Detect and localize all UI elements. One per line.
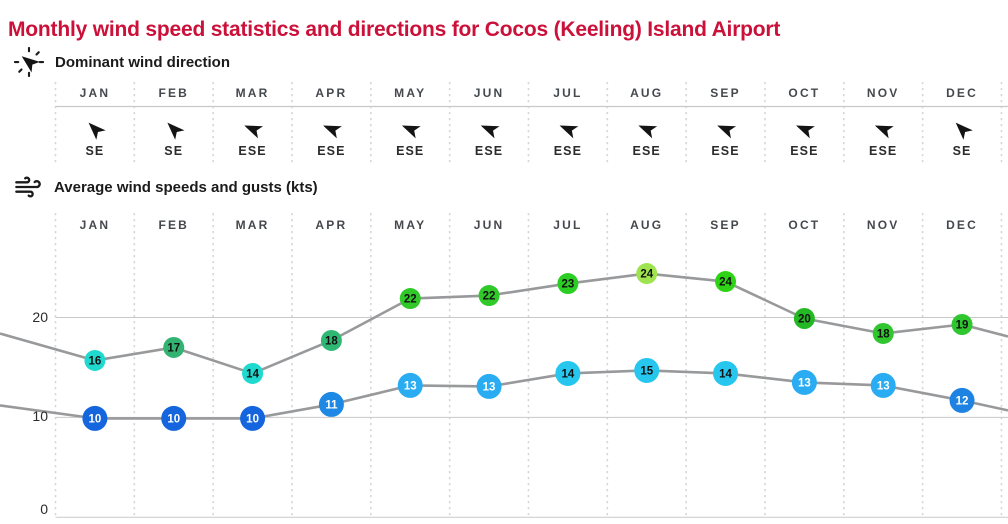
wind-gusts-marker-apr	[320, 329, 342, 351]
wind-gusts-line	[0, 272, 1008, 375]
wind-gusts-value-may: 22	[404, 294, 417, 306]
wind-direction-arrow-icon-feb	[167, 122, 185, 140]
wind-gusts-value-jul: 23	[561, 279, 574, 291]
average-wind-speed-value-jun: 13	[483, 382, 496, 394]
wind-direction-arrow-icon-mar	[244, 125, 264, 139]
wind-gusts-value-mar: 14	[246, 369, 259, 381]
wind-gusts-value-aug: 24	[640, 269, 653, 281]
average-wind-speed-line	[0, 369, 1008, 420]
wind-direction-arrow-icon-aug	[638, 125, 658, 139]
average-wind-speed-marker-jan	[82, 405, 108, 431]
wind-direction-arrow-icon-jun	[480, 125, 500, 139]
wind-gusts-value-jan: 16	[89, 356, 102, 368]
average-wind-speed-value-nov: 13	[877, 381, 890, 393]
wind-gusts-value-oct: 20	[798, 314, 811, 326]
average-wind-speed-value-jan: 10	[89, 414, 102, 426]
wind-gusts-marker-aug	[636, 263, 658, 285]
average-wind-speed-value-jul: 14	[561, 369, 574, 381]
average-wind-speed-value-aug: 15	[640, 366, 653, 378]
average-wind-speed-marker-oct	[791, 369, 817, 395]
average-wind-speed-value-may: 13	[404, 381, 417, 393]
wind-gusts-marker-nov	[872, 322, 894, 344]
average-wind-speed-marker-jun	[476, 373, 502, 399]
average-wind-speed-marker-sep	[713, 360, 739, 386]
average-wind-speed-value-oct: 13	[798, 378, 811, 390]
wind-direction-arrow-icon-jul	[559, 125, 579, 139]
average-wind-speed-value-mar: 10	[246, 414, 259, 426]
average-wind-speed-marker-jul	[555, 360, 581, 386]
wind-direction-arrow-icon-sep	[717, 125, 737, 139]
wind-gusts-marker-oct	[793, 307, 815, 329]
average-wind-speed-marker-feb	[161, 405, 187, 431]
wind-gusts-marker-jul	[557, 273, 579, 295]
wind-direction-arrow-icon-oct	[796, 125, 815, 139]
wind-gusts-value-jun: 22	[483, 291, 496, 303]
wind-gusts-marker-jun	[478, 285, 500, 307]
wind-gusts-marker-feb	[163, 336, 185, 358]
wind-gusts-value-dec: 19	[956, 320, 969, 332]
average-wind-speed-value-apr: 11	[325, 400, 338, 412]
wind-direction-arrow-icon-dec	[955, 122, 973, 140]
wind-direction-arrow-icon-may	[401, 125, 421, 139]
wind-direction-arrow-icon-jan	[88, 122, 106, 140]
wind-direction-arrow-icon-nov	[874, 125, 894, 139]
average-wind-speed-value-feb: 10	[167, 414, 180, 426]
wind-gusts-marker-jan	[84, 349, 106, 371]
average-wind-speed-value-sep: 14	[719, 369, 732, 381]
wind-gusts-marker-dec	[951, 313, 973, 335]
wind-direction-arrow-icon-apr	[323, 125, 342, 139]
wind-gusts-marker-mar	[242, 362, 264, 384]
wind-gusts-marker-sep	[715, 271, 737, 293]
average-wind-speed-marker-may	[397, 372, 423, 398]
average-wind-speed-value-dec: 12	[956, 396, 969, 408]
wind-gusts-value-nov: 18	[877, 329, 890, 341]
average-wind-speed-marker-apr	[318, 391, 344, 417]
wind-gusts-marker-may	[399, 288, 421, 310]
average-wind-speed-marker-nov	[870, 372, 896, 398]
wind-gusts-value-sep: 24	[719, 277, 732, 289]
average-wind-speed-marker-mar	[240, 405, 266, 431]
average-wind-speed-marker-aug	[634, 357, 660, 383]
wind-gusts-value-feb: 17	[167, 343, 180, 355]
average-wind-speed-marker-dec	[949, 387, 975, 413]
wind-gusts-value-apr: 18	[325, 336, 338, 348]
